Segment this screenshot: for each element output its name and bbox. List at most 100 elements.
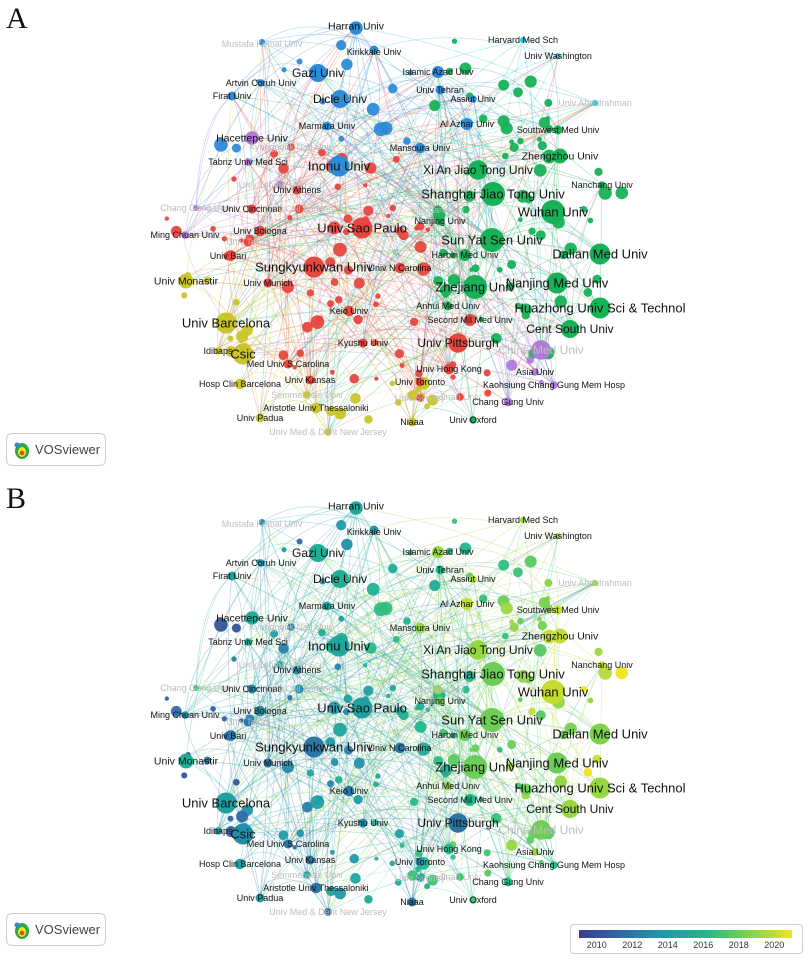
institution-node[interactable] (433, 205, 443, 215)
institution-node[interactable] (349, 501, 363, 515)
institution-node[interactable] (303, 256, 325, 278)
institution-node[interactable] (459, 729, 471, 741)
institution-node[interactable] (468, 160, 488, 180)
institution-node[interactable] (214, 347, 222, 355)
institution-node[interactable] (292, 665, 302, 675)
institution-node[interactable] (407, 897, 417, 907)
institution-node[interactable] (416, 874, 424, 882)
institution-node[interactable] (589, 723, 611, 745)
institution-node[interactable] (309, 544, 327, 562)
institution-node[interactable] (555, 533, 561, 539)
institution-node[interactable] (443, 301, 453, 311)
institution-node[interactable] (443, 363, 455, 375)
institution-node[interactable] (469, 575, 477, 583)
institution-node[interactable] (433, 685, 443, 695)
institution-node[interactable] (227, 571, 237, 581)
institution-node[interactable] (394, 742, 406, 754)
institution-node[interactable] (324, 908, 332, 916)
institution-node[interactable] (193, 685, 199, 691)
institution-node[interactable] (415, 857, 425, 867)
institution-node[interactable] (328, 635, 350, 657)
institution-node[interactable] (343, 785, 355, 797)
institution-node[interactable] (555, 53, 561, 59)
institution-node[interactable] (243, 237, 253, 247)
institution-node[interactable] (178, 273, 194, 289)
institution-node[interactable] (181, 711, 189, 719)
institution-node[interactable] (592, 100, 598, 106)
institution-node[interactable] (459, 249, 471, 261)
institution-node[interactable] (351, 697, 373, 719)
institution-node[interactable] (369, 525, 379, 535)
institution-node[interactable] (287, 143, 295, 151)
institution-node[interactable] (546, 272, 568, 294)
institution-node[interactable] (259, 39, 265, 45)
institution-node[interactable] (531, 820, 551, 840)
institution-node[interactable] (589, 777, 611, 799)
institution-node[interactable] (468, 640, 488, 660)
institution-node[interactable] (322, 601, 332, 611)
institution-node[interactable] (456, 393, 464, 401)
institution-node[interactable] (247, 684, 257, 694)
institution-node[interactable] (435, 85, 445, 95)
institution-node[interactable] (283, 839, 293, 849)
institution-node[interactable] (456, 873, 464, 881)
institution-node[interactable] (244, 638, 252, 646)
institution-node[interactable] (181, 231, 189, 239)
institution-node[interactable] (443, 843, 455, 855)
institution-node[interactable] (592, 580, 598, 586)
institution-node[interactable] (503, 877, 513, 887)
institution-node[interactable] (561, 800, 579, 818)
institution-node[interactable] (464, 794, 476, 806)
institution-node[interactable] (480, 708, 504, 732)
institution-node[interactable] (589, 297, 611, 319)
institution-node[interactable] (309, 64, 327, 82)
institution-node[interactable] (223, 731, 233, 741)
institution-node[interactable] (550, 861, 558, 869)
institution-node[interactable] (481, 182, 505, 206)
institution-node[interactable] (414, 622, 426, 634)
institution-node[interactable] (464, 314, 476, 326)
institution-node[interactable] (310, 402, 322, 414)
institution-node[interactable] (324, 428, 332, 436)
institution-node[interactable] (227, 91, 237, 101)
institution-node[interactable] (257, 559, 265, 567)
institution-node[interactable] (415, 377, 425, 387)
institution-node[interactable] (178, 753, 194, 769)
institution-node[interactable] (287, 623, 295, 631)
institution-node[interactable] (255, 893, 265, 903)
institution-node[interactable] (480, 228, 504, 252)
institution-node[interactable] (407, 417, 417, 427)
institution-node[interactable] (283, 359, 293, 369)
institution-node[interactable] (193, 205, 199, 211)
institution-node[interactable] (448, 333, 468, 353)
institution-node[interactable] (589, 243, 611, 265)
institution-node[interactable] (303, 736, 325, 758)
institution-node[interactable] (414, 142, 426, 154)
institution-node[interactable] (245, 131, 259, 145)
institution-node[interactable] (541, 680, 565, 704)
institution-node[interactable] (553, 605, 563, 615)
institution-node[interactable] (435, 696, 445, 706)
institution-node[interactable] (443, 781, 453, 791)
institution-node[interactable] (461, 118, 473, 130)
institution-node[interactable] (263, 758, 273, 768)
institution-node[interactable] (257, 79, 265, 87)
institution-node[interactable] (215, 792, 237, 814)
institution-node[interactable] (531, 368, 539, 376)
institution-node[interactable] (435, 216, 445, 226)
institution-node[interactable] (232, 823, 254, 845)
institution-node[interactable] (432, 546, 444, 558)
institution-node[interactable] (232, 343, 254, 365)
institution-node[interactable] (310, 882, 322, 894)
institution-node[interactable] (461, 598, 473, 610)
institution-node[interactable] (358, 338, 368, 348)
institution-node[interactable] (503, 397, 513, 407)
institution-node[interactable] (247, 204, 257, 214)
institution-node[interactable] (550, 381, 558, 389)
institution-node[interactable] (292, 185, 302, 195)
institution-node[interactable] (463, 275, 487, 299)
institution-node[interactable] (553, 125, 563, 135)
institution-node[interactable] (598, 181, 606, 189)
institution-node[interactable] (244, 158, 252, 166)
institution-node[interactable] (303, 871, 311, 879)
